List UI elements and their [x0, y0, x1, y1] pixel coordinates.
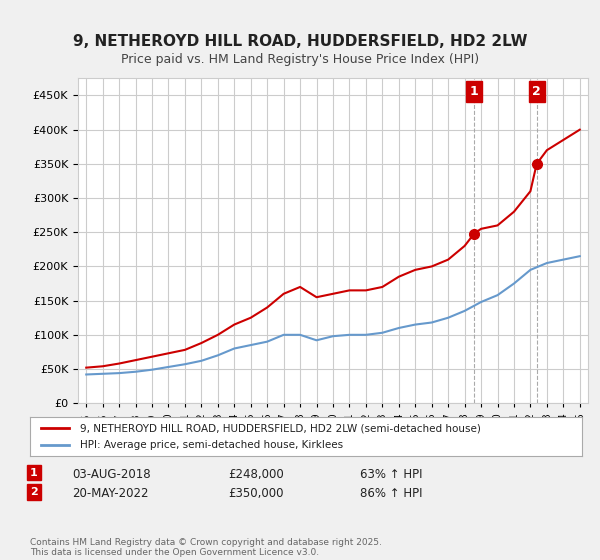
Text: 1: 1: [470, 85, 479, 98]
Text: 2: 2: [30, 487, 38, 497]
Text: Contains HM Land Registry data © Crown copyright and database right 2025.
This d: Contains HM Land Registry data © Crown c…: [30, 538, 382, 557]
Text: HPI: Average price, semi-detached house, Kirklees: HPI: Average price, semi-detached house,…: [80, 440, 343, 450]
Text: 9, NETHEROYD HILL ROAD, HUDDERSFIELD, HD2 2LW: 9, NETHEROYD HILL ROAD, HUDDERSFIELD, HD…: [73, 34, 527, 49]
Text: 2: 2: [532, 85, 541, 98]
Text: 86% ↑ HPI: 86% ↑ HPI: [360, 487, 422, 500]
Text: 63% ↑ HPI: 63% ↑ HPI: [360, 468, 422, 480]
Text: £248,000: £248,000: [228, 468, 284, 480]
Text: 03-AUG-2018: 03-AUG-2018: [72, 468, 151, 480]
Text: 9, NETHEROYD HILL ROAD, HUDDERSFIELD, HD2 2LW (semi-detached house): 9, NETHEROYD HILL ROAD, HUDDERSFIELD, HD…: [80, 423, 481, 433]
Text: 1: 1: [30, 468, 38, 478]
Text: £350,000: £350,000: [228, 487, 284, 500]
Text: 20-MAY-2022: 20-MAY-2022: [72, 487, 149, 500]
Text: Price paid vs. HM Land Registry's House Price Index (HPI): Price paid vs. HM Land Registry's House …: [121, 53, 479, 66]
